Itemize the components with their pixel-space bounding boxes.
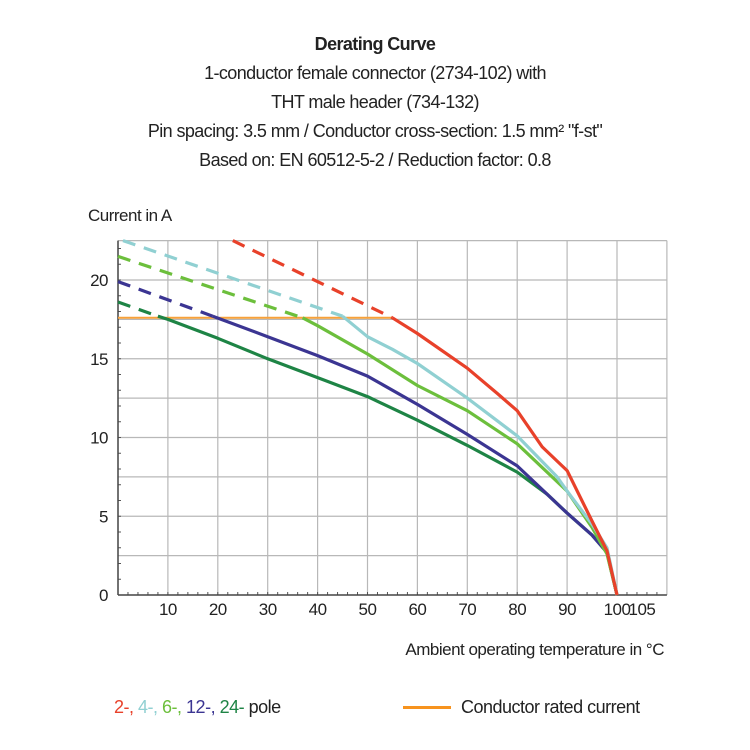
legend-item-12-pole: 12-, (186, 697, 220, 717)
x-tick-label: 100 (604, 600, 631, 619)
series-6-pole-solid (301, 316, 619, 596)
series-2-pole-dashed (232, 239, 394, 320)
series-12-pole-dashed (117, 280, 214, 318)
x-tick-label: 105 (629, 600, 656, 619)
legend-suffix: pole (248, 697, 282, 717)
y-tick-label: 0 (99, 586, 108, 605)
series-6-pole-dashed (117, 254, 304, 320)
y-tick-label: 5 (99, 507, 108, 526)
subtitle-line-4: Based on: EN 60512-5-2 / Reduction facto… (199, 150, 551, 170)
legend-item-4-pole: 4-, (138, 697, 163, 717)
series-legend: 2-, 4-, 6-, 12-, 24- pole (114, 697, 281, 718)
y-tick-label: 10 (90, 429, 108, 448)
subtitle-line-1: 1-conductor female connector (2734-102) … (204, 63, 546, 83)
rated-current-legend: Conductor rated current (403, 697, 640, 718)
series-12-pole-solid (212, 314, 619, 596)
series-24-pole-solid (157, 314, 619, 596)
x-tick-label: 60 (408, 600, 426, 619)
legend-item-2-pole: 2-, (114, 697, 139, 717)
x-tick-label: 80 (508, 600, 526, 619)
x-tick-label: 50 (359, 600, 377, 619)
series-4-pole-solid (341, 314, 619, 596)
y-tick-label: 20 (90, 271, 108, 290)
grid (117, 240, 668, 596)
y-axis-label: Current in A (88, 206, 173, 225)
x-axis-label: Ambient operating temperature in °C (405, 640, 664, 659)
series-lines (117, 239, 619, 596)
rated-current-label: Conductor rated current (461, 697, 640, 717)
series-2-pole-solid (391, 316, 619, 596)
series-4-pole-dashed (122, 239, 344, 318)
x-tick-label: 70 (458, 600, 476, 619)
x-tick-label: 30 (259, 600, 277, 619)
rated-current-swatch (403, 706, 451, 709)
chart-title: Derating Curve (314, 34, 436, 54)
x-tick-label: 20 (209, 600, 227, 619)
legend-item-24-pole: 24- (219, 697, 249, 717)
x-tick-label: 90 (558, 600, 576, 619)
x-tick-label: 10 (159, 600, 177, 619)
subtitle-line-2: THT male header (734-132) (271, 92, 479, 112)
subtitle-line-3: Pin spacing: 3.5 mm / Conductor cross-se… (147, 121, 603, 141)
series-24-pole-dashed (117, 300, 159, 318)
y-tick-label: 15 (90, 350, 108, 369)
x-tick-label: 40 (309, 600, 327, 619)
chart-titles: Derating Curve 1-conductor female connec… (0, 30, 750, 175)
legend-item-6-pole: 6-, (162, 697, 187, 717)
